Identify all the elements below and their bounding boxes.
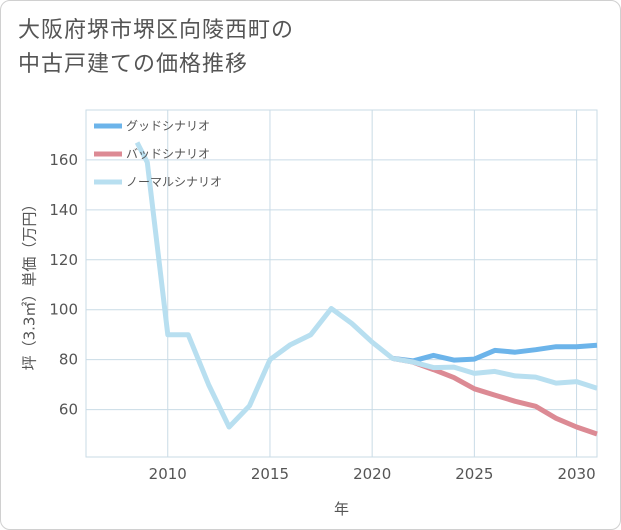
x-tick-label: 2020 <box>353 465 391 483</box>
y-tick-label: 120 <box>49 251 78 269</box>
chart-title-line2: 中古戸建ての価格推移 <box>18 52 249 77</box>
y-tick-label: 60 <box>59 401 78 419</box>
chart-title: 大阪府堺市堺区向陵西町の 中古戸建ての価格推移 <box>18 14 294 82</box>
x-tick-label: 2025 <box>455 465 493 483</box>
chart-title-line1: 大阪府堺市堺区向陵西町の <box>18 18 295 43</box>
good-scenario-line <box>392 342 598 364</box>
plot-area <box>85 109 598 458</box>
legend-label-bad: バッドシナリオ <box>126 147 210 161</box>
legend-label-normal: ノーマルシナリオ <box>126 175 222 189</box>
y-tick-label: 140 <box>49 201 78 219</box>
series-lines <box>134 141 598 437</box>
y-axis-label: 坪（3.3㎡）単価（万円） <box>21 197 39 371</box>
x-tick-label: 2015 <box>251 465 289 483</box>
grid <box>85 109 598 458</box>
normal-scenario-line <box>134 141 598 430</box>
y-tick-label: 80 <box>59 351 78 369</box>
y-tick-label: 100 <box>49 301 78 319</box>
y-tick-label: 160 <box>49 151 78 169</box>
x-tick-label: 2030 <box>557 465 595 483</box>
legend-label-good: グッドシナリオ <box>126 119 210 133</box>
tick-labels: 2010 2015 2020 2025 2030 60 80 100 120 140 160 <box>49 151 595 483</box>
x-axis-label: 年 <box>334 500 349 518</box>
x-tick-label: 2010 <box>149 465 187 483</box>
